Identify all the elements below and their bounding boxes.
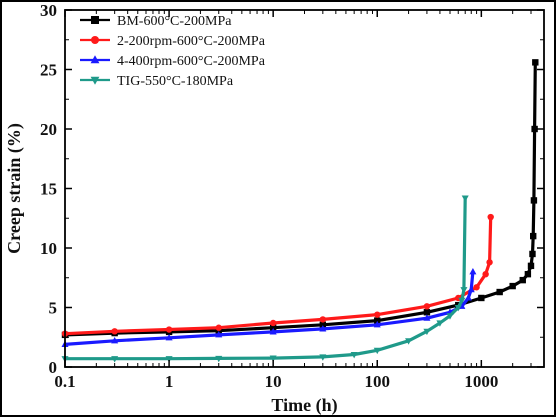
y-tick-label: 25 [40, 61, 57, 80]
data-point [165, 326, 173, 333]
data-point [319, 316, 327, 323]
data-point [90, 55, 100, 64]
data-point [531, 125, 538, 133]
data-point [446, 313, 454, 320]
data-point [436, 320, 444, 327]
data-point [319, 354, 327, 361]
data-point [269, 328, 277, 335]
x-tick-label: 1 [165, 372, 174, 391]
data-point [269, 319, 277, 327]
y-tick-label: 10 [40, 239, 57, 258]
data-point [215, 324, 222, 331]
legend-label: 2-200rpm-600°C-200MPa [117, 34, 266, 49]
series-2 [61, 213, 494, 337]
data-point [111, 328, 118, 335]
data-point [496, 288, 503, 296]
data-point [111, 356, 119, 363]
legend-label: BM-600°C-200MPa [117, 14, 232, 29]
data-point [423, 309, 431, 316]
legend-item: 4-400rpm-600°C-200MPa [80, 54, 266, 69]
data-point [461, 195, 469, 202]
data-point [467, 285, 475, 293]
series-layer [61, 59, 539, 363]
legend-item: 2-200rpm-600°C-200MPa [80, 34, 266, 49]
y-tick-label: 15 [40, 180, 57, 199]
data-point [165, 334, 173, 341]
legend-item: TIG-550°C-180MPa [80, 74, 234, 89]
data-point [478, 294, 485, 302]
data-point [527, 262, 535, 270]
series-line [65, 197, 467, 361]
data-point [215, 355, 223, 363]
data-point [269, 324, 277, 331]
data-point [423, 328, 431, 336]
legend-item: BM-600°C-200MPa [80, 14, 232, 29]
x-tick-label: 1000 [464, 372, 498, 391]
data-point [509, 282, 516, 290]
y-tick-label: 0 [49, 358, 58, 377]
data-point [532, 59, 539, 66]
legend-label: 4-400rpm-600°C-200MPa [117, 54, 266, 69]
data-point [165, 356, 173, 363]
data-point [374, 317, 381, 324]
data-point [90, 76, 100, 85]
x-tick-label: 100 [365, 372, 391, 391]
data-point [405, 338, 413, 345]
data-point [460, 287, 468, 294]
data-point [458, 297, 466, 305]
data-point [487, 213, 494, 221]
data-point [374, 311, 381, 318]
y-tick-label: 20 [40, 120, 57, 139]
x-tick-label: 0.1 [54, 372, 75, 391]
data-point [486, 259, 493, 266]
data-point [423, 314, 431, 321]
y-tick-label: 5 [49, 299, 58, 318]
legend-label: TIG-550°C-180MPa [117, 74, 234, 89]
data-point [215, 331, 223, 338]
data-point [519, 276, 526, 284]
data-point [529, 250, 536, 258]
data-point [111, 336, 119, 344]
x-tick-label: 10 [265, 372, 282, 391]
data-point [464, 294, 472, 301]
data-point [530, 232, 537, 240]
data-point [454, 304, 462, 312]
y-tick-label: 30 [40, 1, 57, 20]
data-point [350, 351, 358, 359]
data-point [482, 270, 489, 278]
data-point [319, 325, 327, 332]
data-point [319, 321, 327, 328]
y-axis-label: Creep strain (%) [4, 123, 25, 254]
axis-layer: 0.1 1 10 100 1000 0 5 10 15 20 25 30 [40, 1, 545, 391]
x-axis-label: Time (h) [271, 395, 337, 416]
data-point [473, 284, 480, 291]
data-point [373, 347, 381, 355]
legend: BM-600°C-200MPa 2-200rpm-600°C-200MPa 4-40… [80, 14, 266, 89]
data-point [269, 355, 277, 362]
series-4 [61, 195, 469, 363]
data-point [423, 303, 431, 310]
data-point [524, 270, 532, 278]
data-point [530, 197, 538, 204]
data-point [91, 36, 99, 44]
data-point [469, 267, 477, 275]
data-point [373, 320, 381, 328]
data-point [91, 16, 99, 24]
